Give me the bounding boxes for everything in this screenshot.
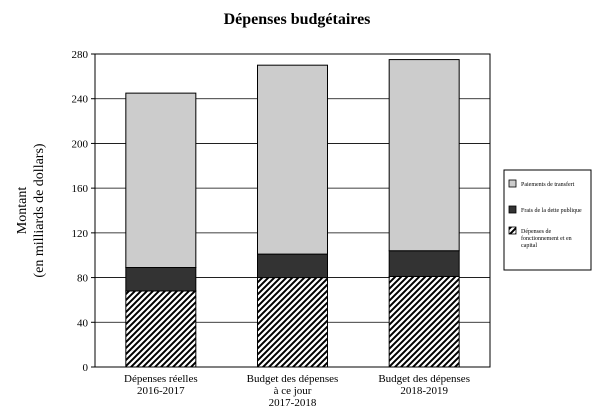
- y-tick-label: 280: [72, 49, 89, 61]
- y-tick-label: 80: [77, 273, 89, 285]
- legend-swatch: [508, 179, 517, 188]
- legend-label: Paiements de transfert: [521, 181, 575, 188]
- y-tick-label: 40: [77, 317, 89, 329]
- bar-segment: [125, 290, 197, 368]
- legend-label: Dépenses de fonctionnement et en capital: [521, 229, 572, 249]
- bar-segment: [388, 59, 460, 252]
- y-tick-label: 120: [72, 228, 89, 240]
- y-axis-label: Montant (en milliards de dollars): [15, 143, 47, 277]
- bar-segment: [257, 277, 328, 368]
- x-tick-label: Budget des dépenses 2018-2019: [378, 373, 470, 397]
- bar-segment: [257, 253, 328, 279]
- legend-swatch: [508, 226, 517, 235]
- y-tick-label: 0: [83, 362, 89, 374]
- legend: Paiements de transfert Frais de la dette …: [503, 169, 592, 271]
- legend-swatch: [508, 205, 517, 214]
- y-axis-title: Montant (en milliards de dollars): [15, 143, 47, 277]
- y-tick-label: 160: [72, 183, 89, 195]
- x-tick-label: Budget des dépenses à ce jour 2017-2018: [247, 373, 339, 409]
- y-tick-label: 240: [72, 94, 89, 106]
- bar-segment: [125, 267, 197, 292]
- chart-title: Dépenses budgétaires: [224, 11, 371, 28]
- x-tick-label: Dépenses réelles 2016-2017: [124, 373, 198, 397]
- bar-segment: [388, 275, 460, 368]
- bar-segment: [388, 250, 460, 277]
- bar-segment: [257, 64, 328, 255]
- bar-segment: [125, 92, 197, 269]
- legend-label: Frais de la dette publique: [521, 208, 582, 214]
- plot-area: 0 40 80 120 160 200 240 280 Dépenses réelles 2016…: [72, 49, 491, 409]
- y-tick-label: 200: [72, 138, 89, 150]
- legend-box: [503, 169, 592, 271]
